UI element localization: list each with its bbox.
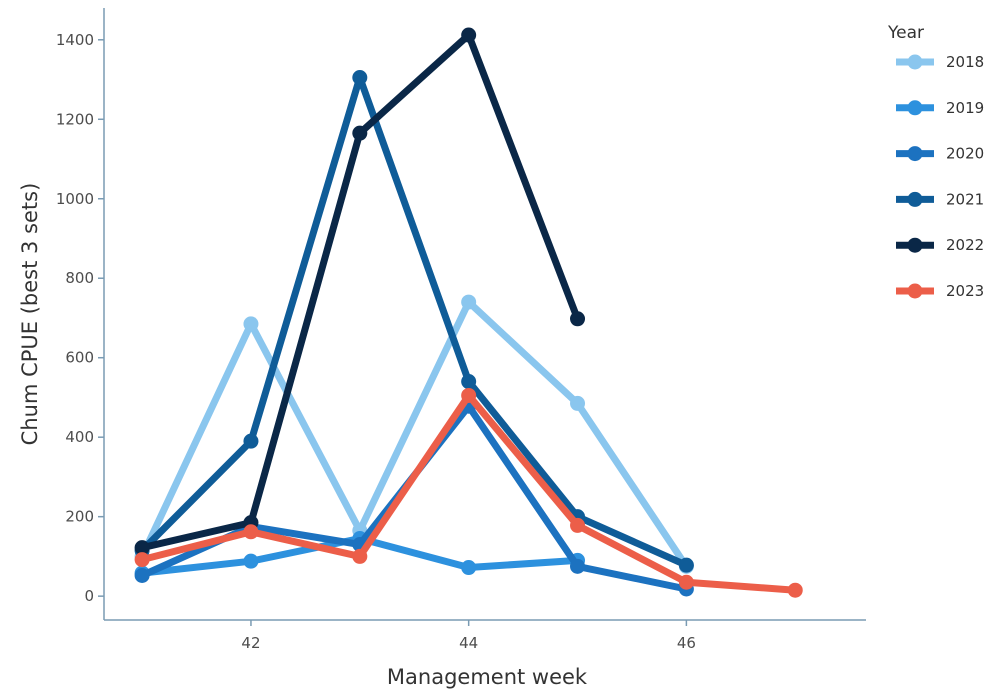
series-2021: [134, 70, 694, 573]
series-2023: [134, 387, 803, 598]
x-ticks: 42 44 46: [241, 620, 696, 652]
data-point-2020[interactable]: [134, 567, 150, 583]
x-axis-title: Management week: [387, 665, 588, 689]
y-axis-title: Chum CPUE (best 3 sets): [18, 183, 42, 446]
legend-item-2020[interactable]: 2020: [896, 145, 984, 163]
data-point-2021[interactable]: [461, 374, 477, 390]
data-point-2020[interactable]: [570, 558, 586, 574]
y-tick-label: 1200: [56, 110, 94, 128]
y-ticks: 0 200 400 600 800 1000 1200 1400: [56, 31, 104, 605]
series-line-2018: [138, 298, 690, 570]
legend-item-2021[interactable]: 2021: [896, 190, 984, 208]
legend-label: 2022: [946, 236, 984, 254]
legend-key-point: [907, 54, 923, 70]
legend-label: 2020: [946, 145, 984, 163]
legend-key-point: [907, 100, 923, 116]
legend[interactable]: Year 2018 2019 2020 2021 2022 2023: [887, 23, 984, 300]
y-tick-label: 1400: [56, 31, 94, 49]
axes: [103, 8, 866, 621]
legend-key-point: [907, 146, 923, 162]
legend-item-2019[interactable]: 2019: [896, 99, 984, 117]
x-tick-label: 42: [241, 634, 260, 652]
series-2022: [134, 27, 586, 556]
series-layer: [134, 27, 803, 598]
data-point-2023[interactable]: [461, 387, 477, 403]
y-tick-label: 600: [65, 349, 94, 367]
y-tick-label: 800: [65, 269, 94, 287]
legend-label: 2023: [946, 282, 984, 300]
series-line-2021: [138, 74, 690, 569]
legend-label: 2021: [946, 190, 984, 208]
data-point-2023[interactable]: [570, 517, 586, 533]
data-point-2023[interactable]: [134, 552, 150, 568]
legend-item-2018[interactable]: 2018: [896, 53, 984, 71]
legend-title: Year: [887, 23, 924, 43]
data-point-2018[interactable]: [570, 395, 586, 411]
data-point-2019[interactable]: [461, 560, 477, 576]
legend-label: 2019: [946, 99, 984, 117]
data-point-2021[interactable]: [678, 557, 694, 573]
data-point-2021[interactable]: [352, 70, 368, 86]
data-point-2022[interactable]: [461, 27, 477, 43]
y-tick-label: 200: [65, 508, 94, 526]
data-point-2023[interactable]: [352, 548, 368, 564]
legend-key-point: [907, 191, 923, 207]
legend-item-2022[interactable]: 2022: [896, 236, 984, 254]
data-point-2022[interactable]: [570, 311, 586, 327]
legend-items: 2018 2019 2020 2021 2022 2023: [896, 53, 984, 300]
x-tick-label: 46: [677, 634, 696, 652]
y-tick-label: 0: [84, 587, 94, 605]
data-point-2022[interactable]: [134, 540, 150, 556]
data-point-2019[interactable]: [243, 553, 259, 569]
data-point-2023[interactable]: [678, 574, 694, 590]
legend-label: 2018: [946, 53, 984, 71]
y-tick-label: 400: [65, 428, 94, 446]
data-point-2023[interactable]: [243, 524, 259, 540]
legend-key-point: [907, 237, 923, 253]
data-point-2022[interactable]: [352, 125, 368, 141]
x-tick-label: 44: [459, 634, 478, 652]
data-point-2021[interactable]: [243, 433, 259, 449]
legend-key-point: [907, 283, 923, 299]
data-point-2018[interactable]: [461, 294, 477, 310]
data-point-2023[interactable]: [787, 582, 803, 598]
legend-item-2023[interactable]: 2023: [896, 282, 984, 300]
y-tick-label: 1000: [56, 190, 94, 208]
data-point-2018[interactable]: [243, 316, 259, 332]
